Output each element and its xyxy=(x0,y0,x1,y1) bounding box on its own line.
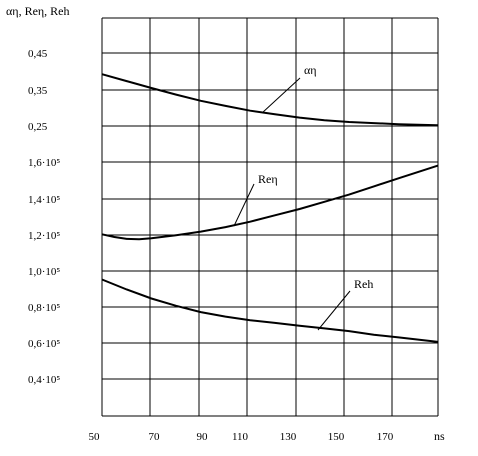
x-axis-label: ns xyxy=(434,429,445,443)
series-annotations: αη Reη Reh xyxy=(233,63,373,331)
grid xyxy=(101,17,439,417)
curves xyxy=(101,73,439,343)
y-tick-label: 0,25 xyxy=(28,121,48,133)
y-tick-label: 0,4·10⁵ xyxy=(28,374,60,386)
x-tick-label: 70 xyxy=(149,431,161,443)
x-tick-label: 170 xyxy=(377,431,394,443)
series-line xyxy=(101,73,439,127)
series-line xyxy=(101,164,439,241)
y-tick-label: 1,6·10⁵ xyxy=(28,157,60,169)
series-leader-line xyxy=(317,290,351,331)
series-label: αη xyxy=(304,63,317,77)
y-axis-label: αη, Reη, Reh xyxy=(6,4,70,18)
x-tick-label: 50 xyxy=(89,431,101,443)
y-tick-label: 0,6·10⁵ xyxy=(28,338,60,350)
y-tick-label: 0,45 xyxy=(28,48,48,60)
series-label: Reh xyxy=(354,277,373,291)
y-tick-label: 1,2·10⁵ xyxy=(28,230,60,242)
series-leader-line xyxy=(233,183,255,227)
x-tick-label: 90 xyxy=(197,431,209,443)
y-tick-label: 0,8·10⁵ xyxy=(28,302,60,314)
y-tick-label: 1,0·10⁵ xyxy=(28,266,60,278)
x-tick-label: 110 xyxy=(232,431,249,443)
series-leader-line xyxy=(261,77,301,114)
series-label: Reη xyxy=(258,172,278,186)
y-tick-labels: 0,45 0,35 0,25 1,6·10⁵ 1,4·10⁵ 1,2·10⁵ 1,0·10⁵… xyxy=(28,48,60,386)
y-tick-label: 0,35 xyxy=(28,85,48,97)
x-tick-label: 130 xyxy=(280,431,297,443)
y-tick-label: 1,4·10⁵ xyxy=(28,194,60,206)
x-tick-label: 150 xyxy=(328,431,345,443)
series-line xyxy=(101,278,439,343)
x-tick-labels: 50 70 90 110 130 150 170 xyxy=(89,431,394,443)
